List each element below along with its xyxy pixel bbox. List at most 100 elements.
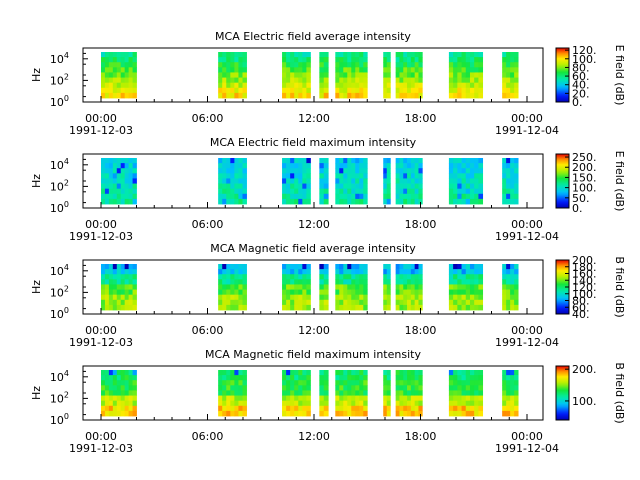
heatmap-cell	[347, 72, 352, 78]
heatmap-cell	[128, 375, 133, 381]
heatmap-cell	[319, 193, 325, 200]
heatmap-cell	[339, 173, 344, 179]
heatmap-cell	[108, 264, 114, 270]
heatmap-cell	[383, 163, 388, 169]
heatmap-cell	[410, 410, 416, 417]
heatmap-cell	[242, 183, 247, 190]
x-tick-label: 00:00	[85, 324, 117, 337]
heatmap-cell	[395, 289, 400, 296]
heatmap-cell	[298, 269, 303, 275]
heatmap-cell	[448, 77, 454, 84]
heatmap-cell	[363, 375, 368, 381]
heatmap-cell	[282, 67, 287, 73]
heatmap-cell	[294, 168, 299, 174]
heatmap-cell	[108, 57, 114, 63]
heatmap-cell	[461, 289, 467, 296]
heatmap-cell	[383, 284, 388, 290]
heatmap-cell	[323, 410, 329, 417]
heatmap-cell	[298, 289, 303, 296]
heatmap-cell	[294, 62, 299, 68]
heatmap-cell	[218, 77, 223, 84]
heatmap-cell	[294, 284, 299, 290]
heatmap-cell	[116, 289, 122, 296]
heatmap-cell	[124, 294, 130, 301]
heatmap-cell	[343, 299, 348, 306]
heatmap-cell	[355, 370, 360, 376]
y-tick-label: 104	[50, 51, 69, 66]
heatmap-cell	[418, 92, 423, 99]
heatmap-cell	[238, 289, 243, 296]
heatmap-cell	[355, 82, 360, 89]
heatmap-cell	[359, 299, 364, 306]
heatmap-cell	[306, 198, 311, 205]
heatmap-cell	[298, 178, 303, 184]
heatmap-cell	[395, 390, 400, 396]
heatmap-cell	[478, 380, 484, 386]
heatmap-cell	[510, 395, 515, 402]
heatmap-cell	[510, 57, 515, 63]
heatmap-cell	[128, 188, 133, 195]
heatmap-cell	[478, 158, 484, 164]
heatmap-cell	[478, 183, 484, 190]
heatmap-cell	[294, 198, 299, 205]
heatmap-cell	[457, 168, 462, 174]
heatmap-cell	[226, 163, 231, 169]
heatmap-cell	[465, 405, 471, 412]
heatmap-cell	[510, 198, 515, 205]
panel-3: MCA Magnetic field average intensity1001…	[30, 242, 626, 349]
heatmap-cell	[286, 375, 291, 381]
heatmap-cell	[108, 198, 114, 205]
heatmap-cell	[242, 163, 247, 169]
heatmap-cell	[506, 163, 511, 169]
heatmap-cell	[108, 163, 114, 169]
heatmap-cell	[514, 163, 519, 169]
heatmap-cell	[506, 375, 511, 381]
heatmap-cell	[343, 158, 348, 164]
heatmap-cell	[410, 188, 416, 195]
heatmap-cell	[101, 299, 106, 306]
x-tick-label: 18:00	[405, 218, 437, 231]
heatmap-cell	[502, 385, 507, 391]
heatmap-cell	[386, 188, 391, 195]
colorbar-tick-label: 200.	[572, 363, 597, 376]
heatmap-cell	[101, 385, 106, 391]
y-tick-label: 102	[50, 72, 69, 87]
heatmap-cell	[474, 72, 479, 78]
heatmap-cell	[474, 163, 479, 169]
heatmap-cell	[469, 173, 475, 179]
heatmap-cell	[359, 380, 364, 386]
heatmap-cell	[286, 178, 291, 184]
y-tick-label: 102	[50, 390, 69, 405]
heatmap-cell	[218, 304, 223, 311]
heatmap-cell	[343, 183, 348, 190]
heatmap-cell	[323, 289, 329, 296]
heatmap-cell	[343, 87, 348, 94]
heatmap-cell	[339, 183, 344, 190]
heatmap-cell	[230, 52, 235, 58]
heatmap-cell	[514, 178, 519, 184]
heatmap-cell	[399, 193, 404, 200]
heatmap-cell	[230, 375, 235, 381]
heatmap-cell	[414, 274, 419, 280]
heatmap-cell	[355, 183, 360, 190]
heatmap-cell	[234, 173, 239, 179]
y-tick-exponent: 2	[64, 72, 69, 81]
heatmap-cell	[128, 92, 133, 99]
heatmap-cell	[351, 289, 356, 296]
heatmap-cell	[386, 274, 391, 280]
heatmap-cell	[414, 183, 419, 190]
heatmap-cell	[282, 62, 287, 68]
heatmap-cell	[306, 178, 311, 184]
heatmap-cell	[238, 87, 243, 94]
heatmap-cell	[128, 158, 133, 164]
heatmap-cell	[104, 279, 110, 285]
heatmap-cell	[290, 395, 295, 402]
heatmap-cell	[363, 385, 368, 391]
heatmap-cell	[465, 72, 471, 78]
heatmap-cell	[514, 289, 519, 296]
heatmap-cell	[474, 52, 479, 58]
heatmap-cell	[104, 390, 110, 396]
heatmap-cell	[339, 274, 344, 280]
heatmap-cell	[469, 52, 475, 58]
heatmap-cell	[132, 294, 137, 301]
